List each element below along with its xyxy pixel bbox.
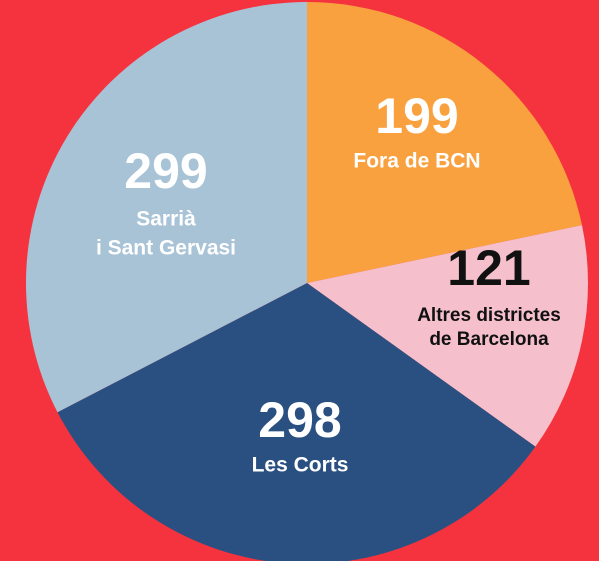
value-label: 121 (447, 240, 530, 296)
value-label: 298 (258, 392, 341, 448)
category-label: Sarrià (136, 208, 196, 231)
category-label: Fora de BCN (353, 150, 480, 173)
category-label: de Barcelona (429, 329, 549, 350)
pie-slice (57, 283, 536, 561)
category-label: Altres districtes (417, 305, 561, 326)
value-label: 299 (124, 143, 207, 199)
category-label: Les Corts (252, 454, 349, 477)
value-label: 199 (375, 88, 458, 144)
pie-slice (25, 2, 308, 413)
category-label: i Sant Gervasi (96, 237, 236, 260)
pie-slice (307, 225, 588, 447)
pie-slice (307, 2, 582, 283)
